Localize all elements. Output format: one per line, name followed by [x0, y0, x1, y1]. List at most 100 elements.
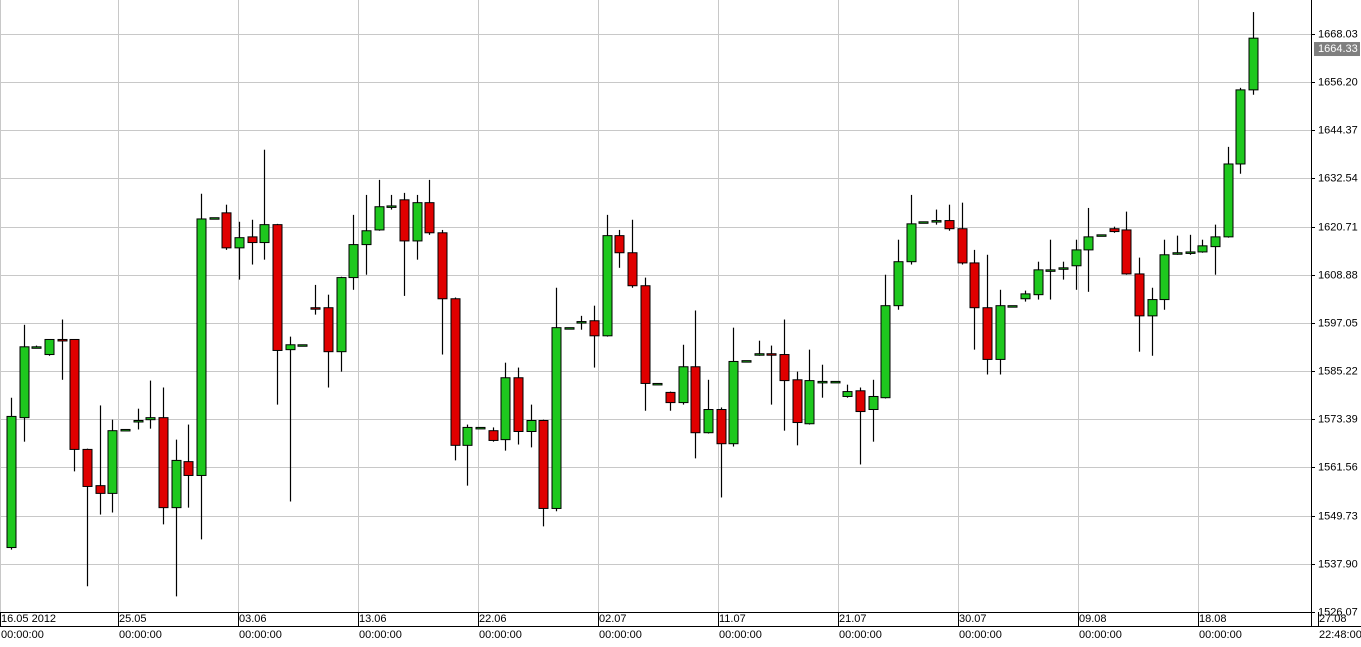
- y-tick-label: 1537.90: [1318, 558, 1358, 570]
- candle-body: [1159, 254, 1170, 301]
- y-tick-label: 1620.71: [1318, 221, 1358, 233]
- x-tick-label: 09.08: [1079, 613, 1107, 625]
- y-tick-label: 1585.22: [1318, 365, 1358, 377]
- candle-body: [462, 426, 473, 446]
- candle-body: [247, 236, 258, 244]
- candle-body: [906, 223, 917, 263]
- candle-body: [386, 205, 397, 208]
- candle-body: [602, 235, 613, 337]
- candle-body: [437, 232, 448, 300]
- candle-body: [133, 420, 144, 423]
- candle-body: [323, 307, 334, 353]
- candle-body: [44, 338, 55, 356]
- candle-body: [171, 459, 182, 509]
- x-tick-label: 22.06: [479, 613, 507, 625]
- candle-body: [576, 321, 587, 324]
- candle-body: [1235, 89, 1246, 165]
- candle-body: [234, 237, 245, 249]
- candle-body: [120, 428, 131, 432]
- candle-body: [361, 230, 372, 246]
- candle-body: [475, 426, 486, 430]
- x-tick-time: 00:00:00: [359, 629, 402, 641]
- candle-body: [95, 485, 106, 494]
- candle-body: [1147, 299, 1158, 317]
- candle-body: [754, 353, 765, 356]
- y-tick-label: 1668.03: [1318, 28, 1358, 40]
- x-tick-time: 00:00:00: [839, 629, 882, 641]
- candle-body: [412, 202, 423, 242]
- candle-body: [931, 220, 942, 223]
- y-tick-label: 1644.37: [1318, 124, 1358, 136]
- candle-body: [842, 391, 853, 397]
- candle-body: [640, 285, 651, 384]
- x-tick-time: 00:00:00: [719, 629, 762, 641]
- candle-body: [57, 338, 68, 342]
- candle-body: [336, 277, 347, 353]
- last-price-tag: [1314, 42, 1360, 57]
- x-tick-time: 00:00:00: [1199, 629, 1242, 641]
- candle-body: [728, 360, 739, 445]
- candle-body: [513, 377, 524, 432]
- candle-body: [703, 409, 714, 434]
- candle-body: [893, 261, 904, 307]
- candle-body: [690, 366, 701, 434]
- candle-body: [1033, 269, 1044, 296]
- candle-body: [285, 344, 296, 351]
- candle-body: [880, 305, 891, 399]
- candle-body: [779, 354, 790, 382]
- candle-body: [716, 409, 727, 445]
- x-tick-time: 00:00:00: [1079, 629, 1122, 641]
- y-tick-label: 1573.39: [1318, 413, 1358, 425]
- candle-body: [374, 206, 385, 231]
- candle-body: [1197, 245, 1208, 253]
- candle-body: [564, 327, 575, 330]
- candle-body: [488, 430, 499, 441]
- candle-body: [1185, 251, 1196, 254]
- candle-body: [1020, 293, 1031, 300]
- candle-body: [614, 235, 625, 254]
- candle-body: [538, 420, 549, 509]
- candle-body: [1134, 273, 1145, 317]
- candle-body: [348, 244, 359, 279]
- candle-body: [969, 262, 980, 309]
- x-tick-time: 22:48:00: [1319, 629, 1361, 641]
- candle-body: [450, 298, 461, 446]
- x-tick-label: 16.05 2012: [1, 613, 56, 625]
- x-tick-label: 21.07: [839, 613, 867, 625]
- candle-body: [918, 221, 929, 224]
- candle-body: [1210, 236, 1221, 248]
- candle-body: [196, 218, 207, 476]
- candle-body: [1172, 252, 1183, 255]
- candle-body: [817, 380, 828, 384]
- x-tick-time: 00:00:00: [959, 629, 1002, 641]
- candle-body: [1058, 267, 1069, 270]
- candle-body: [957, 228, 968, 264]
- candle-body: [652, 382, 663, 386]
- y-tick-label: 1526.07: [1318, 606, 1358, 618]
- candle-body: [500, 377, 511, 441]
- candle-body: [804, 380, 815, 425]
- candle-body: [107, 430, 118, 494]
- x-tick-label: 30.07: [959, 613, 987, 625]
- x-tick-time: 00:00:00: [119, 629, 162, 641]
- x-tick-label: 18.08: [1199, 613, 1227, 625]
- candle-body: [665, 391, 676, 404]
- candle-body: [1071, 249, 1082, 267]
- candle-body: [995, 305, 1006, 360]
- candle-body: [1007, 305, 1018, 308]
- candle-body: [1109, 228, 1120, 233]
- x-tick-label: 27.08: [1319, 613, 1347, 625]
- x-tick-label: 13.06: [359, 613, 387, 625]
- candle-body: [259, 224, 270, 244]
- candle-body: [1223, 163, 1234, 238]
- y-tick-label: 1597.05: [1318, 317, 1358, 329]
- candle-body: [551, 327, 562, 509]
- candle-body: [1045, 269, 1056, 272]
- grid: [0, 0, 1311, 613]
- candle-body: [399, 199, 410, 242]
- candle-body: [830, 380, 841, 384]
- candle-body: [1083, 236, 1094, 251]
- candle-body: [766, 353, 777, 356]
- candle-body: [944, 220, 955, 230]
